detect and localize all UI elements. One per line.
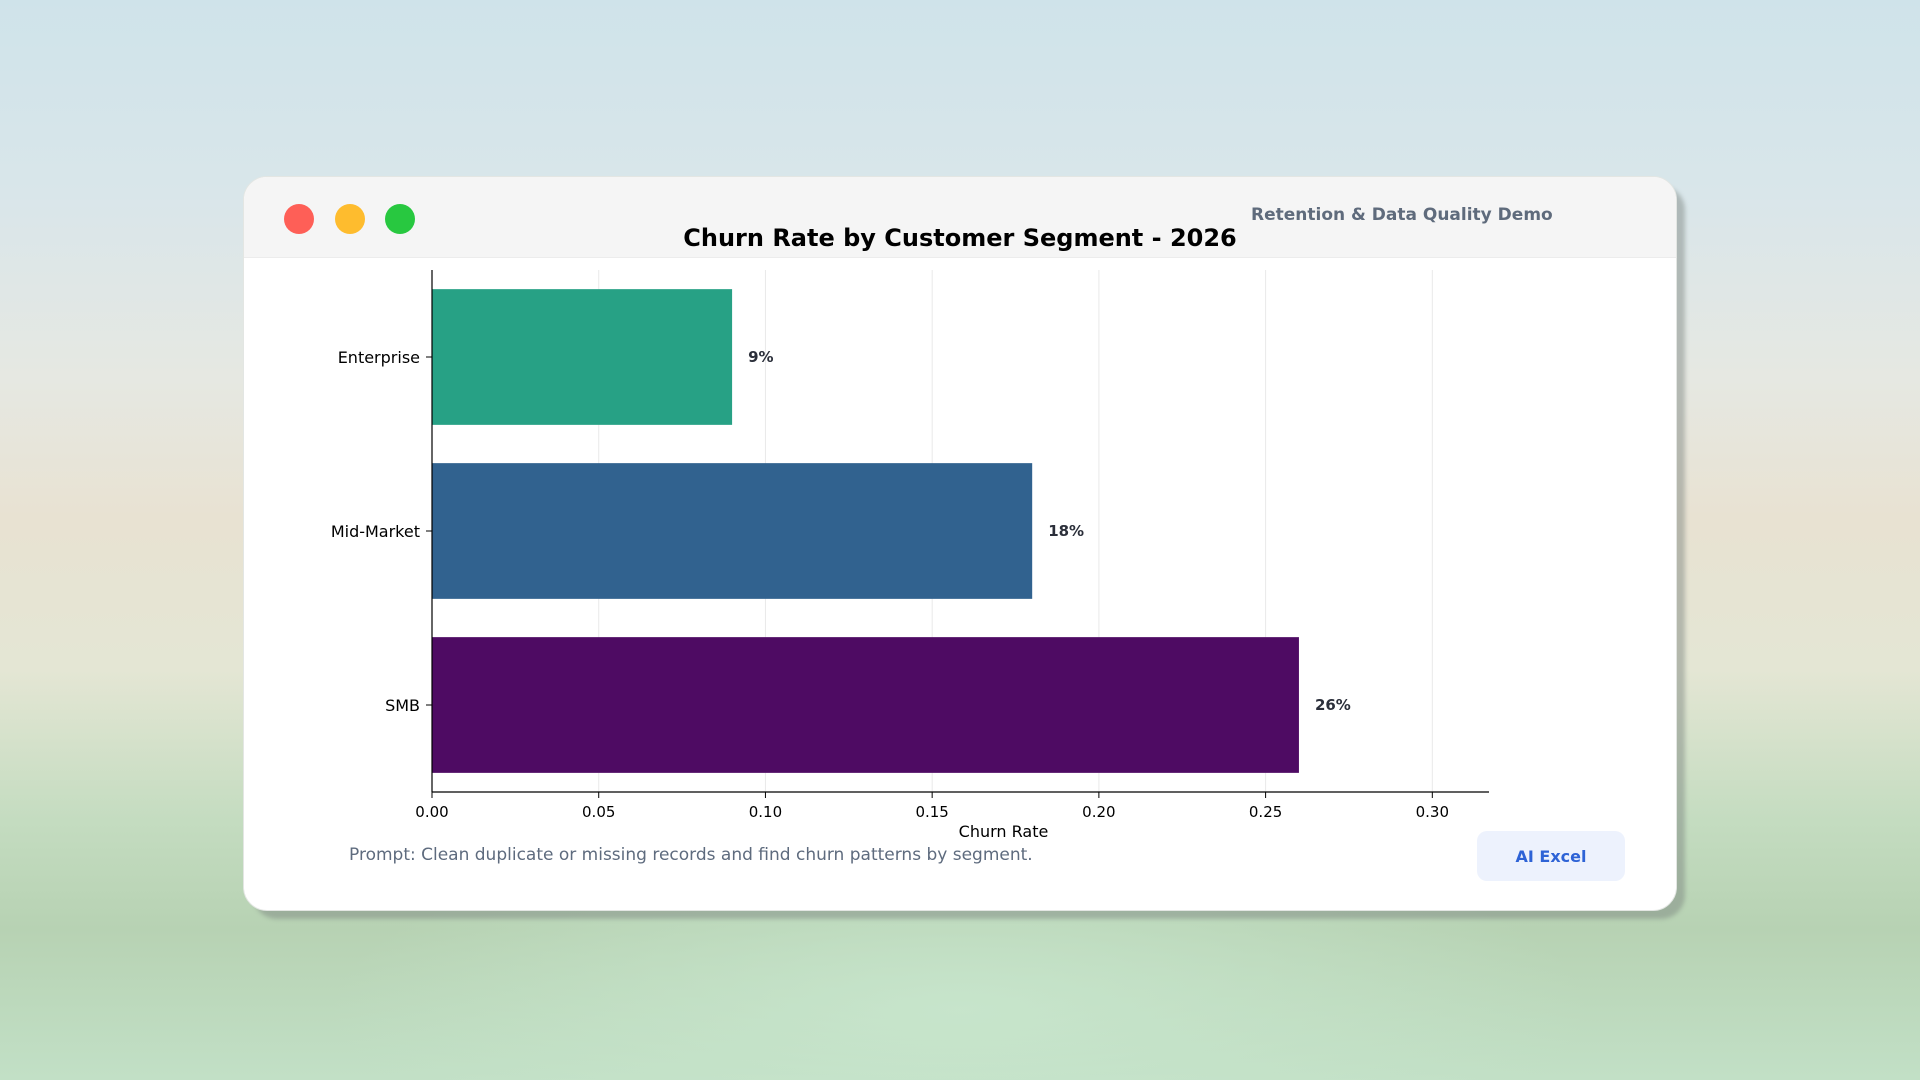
bar-enterprise — [432, 289, 733, 425]
app-window: Retention & Data Quality Demo Churn Rate… — [243, 176, 1677, 911]
bar-smb — [432, 637, 1299, 773]
ai-excel-button[interactable]: AI Excel — [1477, 831, 1625, 881]
minimize-window-button[interactable] — [335, 204, 365, 234]
data-label: 26% — [1315, 696, 1351, 714]
close-window-button[interactable] — [284, 204, 314, 234]
title-bar: Retention & Data Quality Demo — [244, 177, 1676, 258]
x-tick-label: 0.10 — [749, 803, 782, 821]
maximize-window-button[interactable] — [385, 204, 415, 234]
prompt-text: Prompt: Clean duplicate or missing recor… — [349, 845, 1033, 865]
y-tick-label: Mid-Market — [331, 522, 420, 541]
chart-title: Churn Rate by Customer Segment - 2026 — [683, 224, 1237, 252]
churn-bar-chart: 9% Enterprise 18% Mid-Market 26% SMB 0.00 0.05 0… — [331, 270, 1489, 841]
data-label: 18% — [1048, 522, 1084, 540]
x-tick-label: 0.05 — [582, 803, 615, 821]
y-tick-label: SMB — [385, 696, 420, 715]
bar-mid-market — [432, 463, 1033, 599]
y-tick-label: Enterprise — [338, 348, 420, 367]
x-tick-label: 0.00 — [415, 803, 448, 821]
x-axis-label: Churn Rate — [959, 822, 1049, 841]
x-tick-label: 0.20 — [1082, 803, 1115, 821]
x-tick-label: 0.15 — [915, 803, 948, 821]
data-label: 9% — [748, 348, 773, 366]
x-tick-label: 0.25 — [1249, 803, 1282, 821]
app-label: Retention & Data Quality Demo — [1251, 205, 1553, 225]
x-tick-label: 0.30 — [1416, 803, 1449, 821]
